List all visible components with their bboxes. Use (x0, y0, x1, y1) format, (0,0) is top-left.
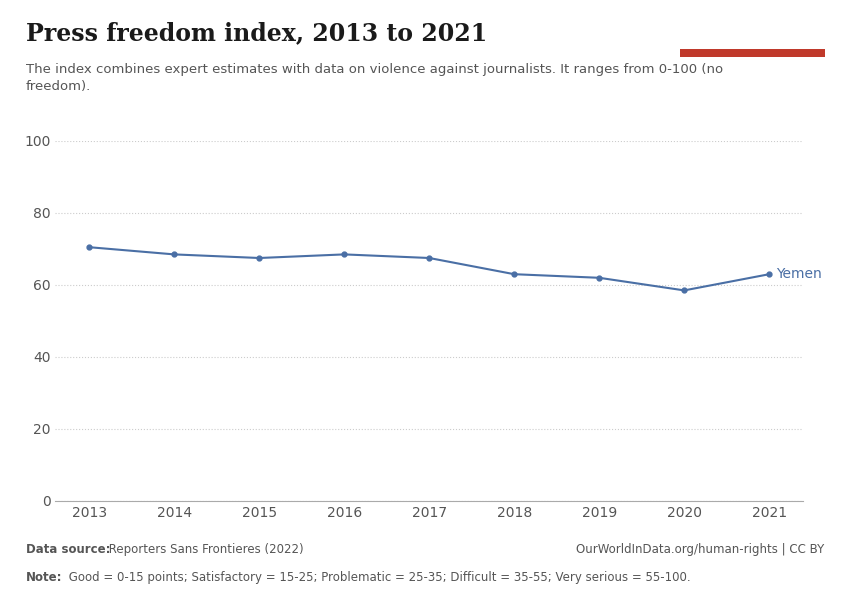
Text: Data source:: Data source: (26, 543, 110, 556)
Text: Good = 0-15 points; Satisfactory = 15-25; Problematic = 25-35; Difficult = 35-55: Good = 0-15 points; Satisfactory = 15-25… (65, 571, 690, 584)
Text: OurWorldInData.org/human-rights | CC BY: OurWorldInData.org/human-rights | CC BY (576, 543, 824, 556)
Text: Yemen: Yemen (776, 267, 822, 281)
Text: Press freedom index, 2013 to 2021: Press freedom index, 2013 to 2021 (26, 21, 487, 45)
Text: Note:: Note: (26, 571, 62, 584)
Bar (680, 49, 824, 57)
Text: Reporters Sans Frontieres (2022): Reporters Sans Frontieres (2022) (105, 543, 303, 556)
Text: in Data: in Data (730, 32, 774, 41)
Text: Our World: Our World (721, 15, 784, 25)
Text: The index combines expert estimates with data on violence against journalists. I: The index combines expert estimates with… (26, 63, 722, 93)
